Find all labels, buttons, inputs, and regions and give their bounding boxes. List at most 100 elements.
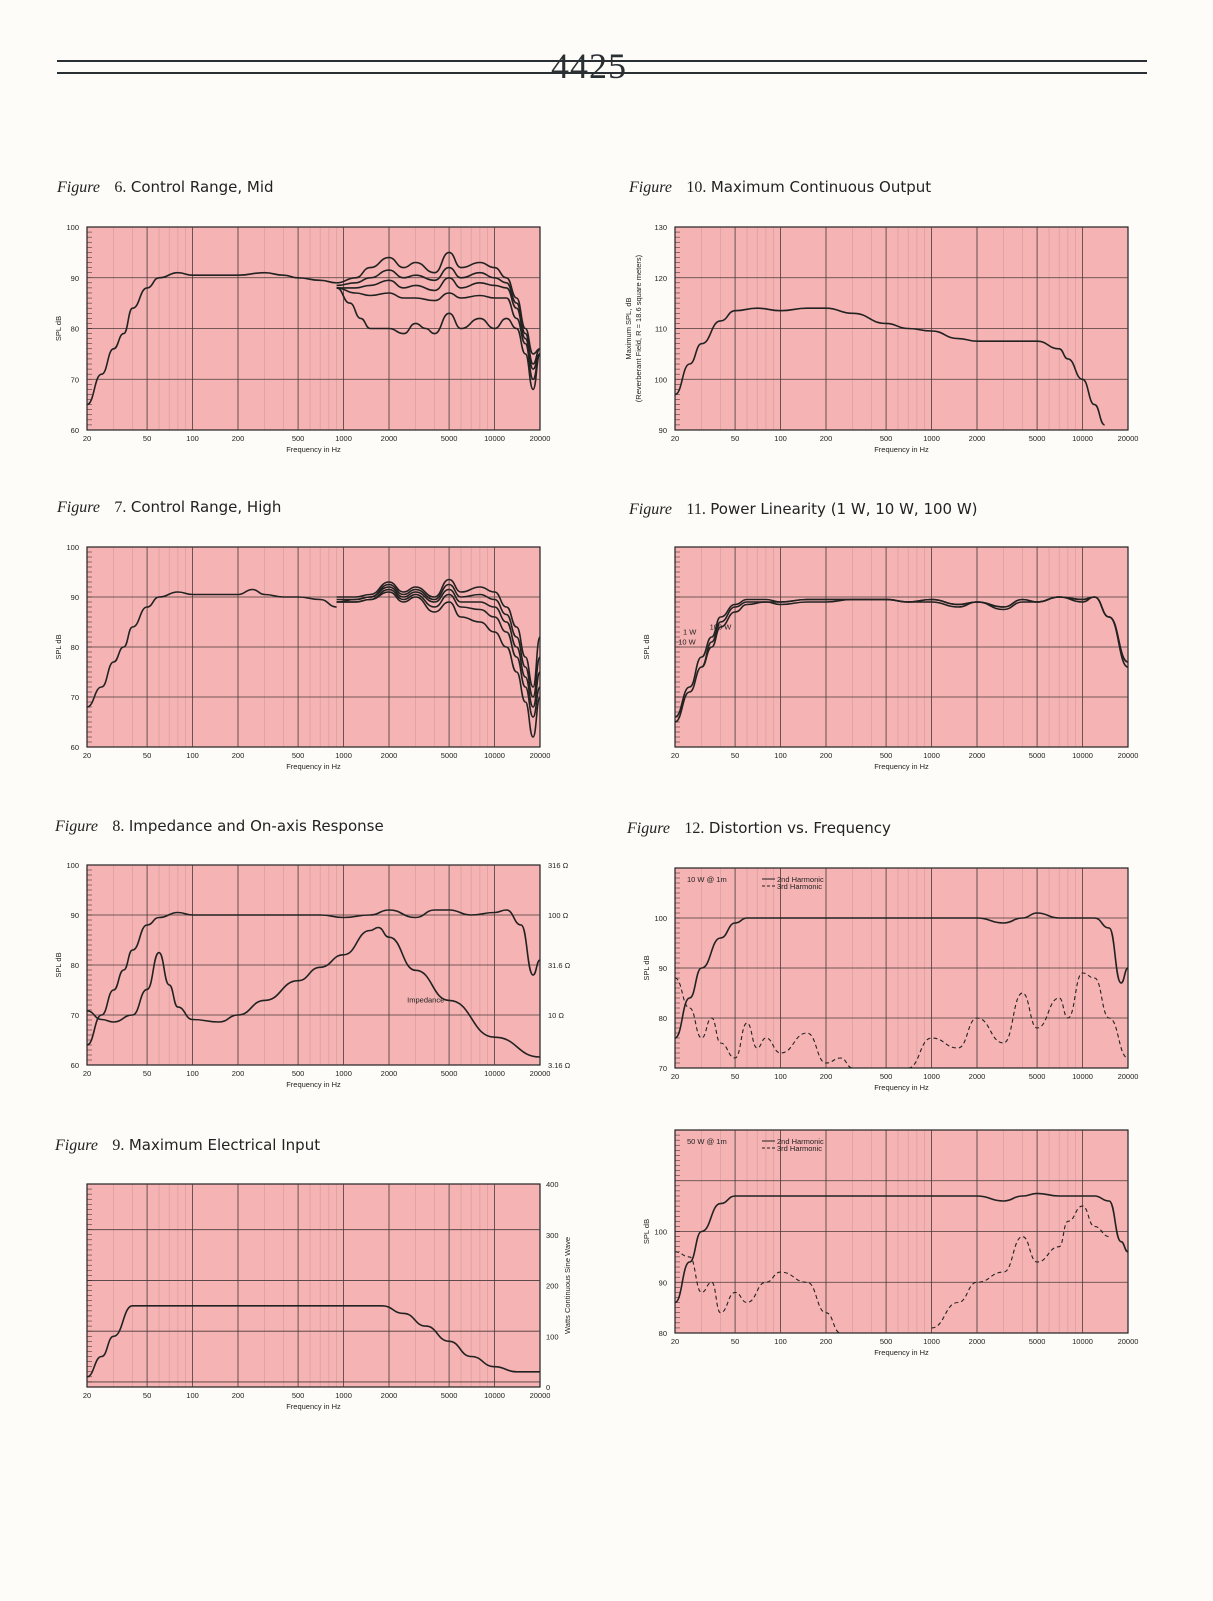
y-tick-label: 100: [66, 223, 79, 232]
x-tick-label: 200: [820, 1337, 833, 1346]
model-number: 4425: [551, 46, 627, 86]
x-axis-label: Frequency in Hz: [286, 445, 341, 454]
x-tick-label: 2000: [381, 1391, 398, 1400]
y-tick-label: 100: [66, 543, 79, 552]
series-line-5: [336, 591, 541, 738]
figure-6-title: Figure 6. Control Range, Mid: [57, 178, 274, 197]
figure-title-text: Maximum Continuous Output: [710, 178, 932, 196]
x-tick-label: 5000: [1029, 434, 1046, 443]
y-tick-label: 300: [546, 1231, 559, 1240]
figure-number: 12.: [684, 820, 705, 837]
legend-entry: 3rd Harmonic: [777, 882, 822, 891]
x-tick-label: 500: [880, 1072, 893, 1081]
y-tick-label: 0: [546, 1383, 550, 1392]
series-line-2nd-harmonic: [674, 1251, 841, 1334]
x-axis-label: Frequency in Hz: [286, 762, 341, 771]
y-tick-label: 60: [71, 426, 79, 435]
series-line-2: [336, 583, 541, 698]
x-tick-label: 50: [143, 434, 151, 443]
x-tick-label: 20: [83, 1391, 91, 1400]
y-tick-label: 90: [659, 426, 667, 435]
annotation-label: 10 W: [678, 638, 696, 647]
y-tick-label: 130: [654, 223, 667, 232]
x-tick-label: 50: [731, 1337, 739, 1346]
x-tick-label: 20000: [1118, 1072, 1139, 1081]
y-axis-label: Maximum SPL, dB: [624, 297, 633, 359]
y-tick-label: 400: [546, 1180, 559, 1189]
legend-entry: 2nd Harmonic: [777, 1137, 824, 1146]
y-tick-label: 120: [654, 274, 667, 283]
y-tick-label: 70: [71, 375, 79, 384]
figure-number: 9.: [112, 1137, 125, 1154]
x-tick-label: 10000: [484, 434, 505, 443]
x-tick-label: 100: [186, 434, 199, 443]
figure-12-title: Figure 12. Distortion vs. Frequency: [627, 819, 891, 838]
figure-8-title: Figure 8. Impedance and On-axis Response: [55, 817, 384, 836]
figure-title-text: Control Range, High: [130, 498, 282, 516]
x-axis-label: Frequency in Hz: [286, 1080, 341, 1089]
x-tick-label: 10000: [1072, 751, 1093, 760]
annotation-label: 100 W: [710, 623, 733, 632]
y-tick-label: 100: [654, 375, 667, 384]
figure-number: 6.: [114, 179, 127, 196]
x-tick-label: 500: [292, 434, 305, 443]
y2-tick-label: 31.6 Ω: [548, 961, 571, 970]
x-tick-label: 1000: [923, 1072, 940, 1081]
x-tick-label: 10000: [1072, 434, 1093, 443]
figure-word: Figure: [55, 1137, 98, 1154]
x-tick-label: 10000: [484, 1391, 505, 1400]
y-tick-label: 80: [659, 1329, 667, 1338]
figure-title-text: Control Range, Mid: [130, 178, 274, 196]
x-tick-label: 100: [774, 434, 787, 443]
x-tick-label: 500: [880, 751, 893, 760]
y2-tick-label: 100 Ω: [548, 911, 569, 920]
x-tick-label: 2000: [381, 434, 398, 443]
series-line-impedance: [86, 926, 541, 1058]
x-tick-label: 100: [774, 751, 787, 760]
x-tick-label: 2000: [969, 1337, 986, 1346]
y-tick-label: 80: [71, 961, 79, 970]
y-tick-label: 80: [71, 643, 79, 652]
y-axis-label: SPL dB: [642, 1219, 651, 1244]
figure-word: Figure: [627, 820, 670, 837]
y-tick-label: 100: [654, 914, 667, 923]
x-tick-label: 2000: [969, 434, 986, 443]
x-tick-label: 5000: [441, 751, 458, 760]
y-tick-label: 90: [659, 1278, 667, 1287]
x-tick-label: 100: [774, 1337, 787, 1346]
series-line-fundamental: [674, 912, 1129, 1039]
x-tick-label: 1000: [335, 751, 352, 760]
x-tick-label: 5000: [441, 1391, 458, 1400]
x-tick-label: 20: [83, 434, 91, 443]
series-line-0: [86, 1304, 540, 1378]
y-tick-label: 70: [71, 693, 79, 702]
y-tick-label: 80: [71, 325, 79, 334]
x-tick-label: 500: [292, 1391, 305, 1400]
figure-number: 11.: [686, 501, 706, 518]
x-tick-label: 20000: [530, 751, 551, 760]
y-tick-label: 110: [655, 325, 667, 334]
header-rule-bottom: [57, 72, 1147, 74]
figure-title-text: Distortion vs. Frequency: [708, 819, 891, 837]
x-tick-label: 500: [880, 434, 893, 443]
y-tick-label: 100: [546, 1332, 559, 1341]
series-line-on-axis-response: [86, 909, 541, 1046]
y-axis-label: SPL dB: [54, 634, 63, 659]
figure-title-text: Impedance and On-axis Response: [128, 817, 384, 835]
x-tick-label: 5000: [1029, 751, 1046, 760]
y-tick-label: 90: [71, 274, 79, 283]
x-axis-label: Frequency in Hz: [286, 1402, 341, 1411]
x-tick-label: 20: [671, 1072, 679, 1081]
x-tick-label: 20: [83, 1069, 91, 1078]
header-rule-top: [57, 60, 1147, 62]
x-tick-label: 1000: [923, 751, 940, 760]
x-tick-label: 500: [292, 751, 305, 760]
x-tick-label: 200: [820, 1072, 833, 1081]
chart-fig11: 20 50 100 200 500 1000 2000 5000 10000 20000 Frequ…: [642, 546, 1138, 771]
y-axis-label: SPL dB: [642, 955, 651, 980]
x-tick-label: 10000: [1072, 1072, 1093, 1081]
x-tick-label: 10000: [1072, 1337, 1093, 1346]
x-tick-label: 50: [143, 1391, 151, 1400]
x-tick-label: 200: [232, 1069, 245, 1078]
